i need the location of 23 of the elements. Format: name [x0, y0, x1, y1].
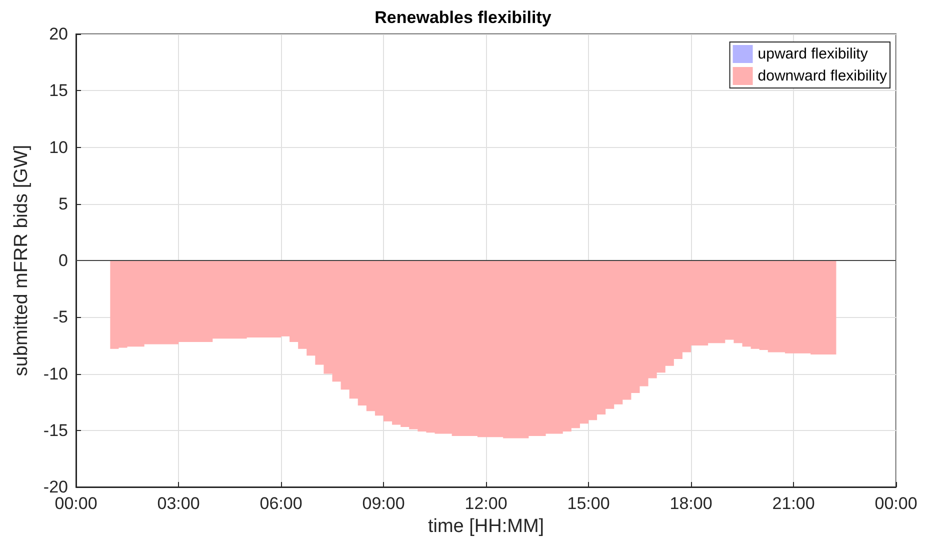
- y-tick-label: -15: [43, 420, 68, 440]
- legend-label: upward flexibility: [758, 46, 868, 62]
- x-tick-label: 06:00: [260, 494, 302, 513]
- y-axis-title: submitted mFRR bids [GW]: [11, 144, 32, 376]
- y-tick-label: 15: [49, 81, 68, 100]
- y-tick-label: 20: [49, 24, 68, 44]
- x-tick-label: 09:00: [362, 494, 405, 513]
- x-tick-label: 00:00: [874, 494, 918, 513]
- x-tick-label: 21:00: [772, 494, 815, 513]
- y-tick-label: -5: [52, 308, 68, 327]
- x-tick-label: 15:00: [567, 494, 610, 513]
- y-tick-label: -10: [43, 364, 68, 384]
- chart-title: Renewables flexibility: [374, 8, 552, 27]
- y-tick-label: 0: [58, 251, 68, 270]
- x-tick-label: 03:00: [157, 494, 200, 513]
- x-axis-title: time [HH:MM]: [428, 516, 544, 537]
- x-tick-label: 18:00: [670, 494, 712, 513]
- legend-label: downward flexibility: [758, 68, 888, 84]
- y-tick-label: 5: [58, 194, 68, 214]
- y-tick-label: 10: [49, 138, 68, 157]
- y-tick-label: -20: [43, 478, 68, 496]
- x-tick-label: 12:00: [464, 494, 508, 513]
- x-tick-label: 00:00: [54, 494, 98, 513]
